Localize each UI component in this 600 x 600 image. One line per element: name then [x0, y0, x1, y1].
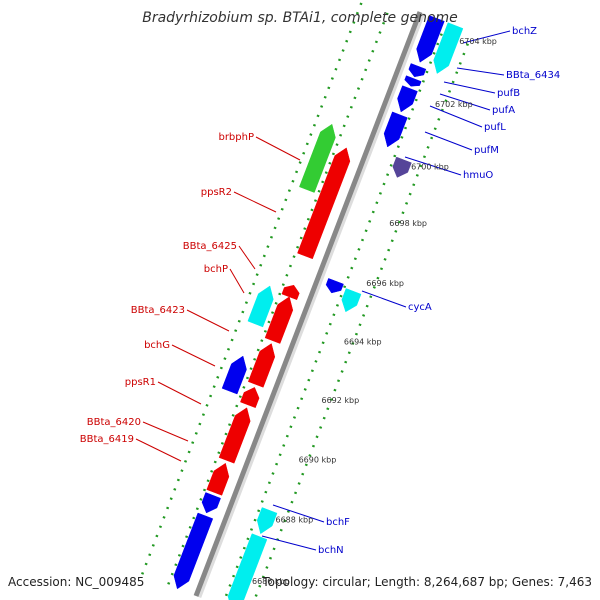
kbp-tick-label: 6694 kbp: [344, 338, 382, 347]
gene-arrow-ppsr1: [240, 387, 260, 409]
gene-label-bbta_6419: BBta_6419: [80, 434, 134, 445]
backbone-shadow: [198, 12, 426, 598]
gene-arrow-unlabeled-8: [341, 288, 362, 313]
gene-arrow-bbta_6425: [281, 284, 300, 301]
kbp-tick-label: 6702 kbp: [435, 100, 473, 109]
kbp-tick-label: 6686 kbp: [252, 577, 290, 586]
kbp-tick-label: 6688 kbp: [276, 516, 314, 525]
gene-arrow-unlabeled-22: [173, 512, 214, 590]
gene-arrow-pufm: [383, 111, 408, 148]
gene-arrow-bchf: [256, 507, 278, 535]
leader-line-bbta_6423: [186, 309, 230, 332]
gene-arrow-cyca: [325, 278, 344, 294]
gene-label-bchg: bchG: [144, 340, 170, 351]
gene-label-bchf: bchF: [326, 517, 350, 528]
gene-label-pufm: pufM: [474, 145, 499, 156]
leader-line-ppsr2: [233, 191, 277, 213]
leader-line-bbta_6419: [135, 438, 182, 462]
gene-arrow-pufl: [397, 85, 418, 113]
gene-arrow-pufb: [408, 63, 427, 78]
gene-features: [173, 15, 464, 600]
leader-line-brbphp: [255, 136, 301, 161]
gene-arrow-brbphp: [299, 123, 336, 193]
kbp-tick-label: 6698 kbp: [389, 219, 427, 228]
leader-line-cyca: [361, 290, 407, 308]
gene-arrow-pufa: [404, 75, 422, 87]
kbp-tick-label: 6704 kbp: [459, 37, 497, 46]
gene-arrow-unlabeled-17: [221, 355, 247, 395]
leader-line-bbta_6425: [238, 245, 256, 270]
kbp-tick-label: 6700 kbp: [411, 162, 449, 171]
map-title: Bradyrhizobium sp. BTAi1, complete genom…: [142, 10, 458, 26]
leader-line-bbta_6420: [142, 421, 189, 442]
gene-label-bchz: bchZ: [512, 26, 537, 37]
kbp-ticks: 6704 kbp 6702 kbp 6700 kbp 6698 kbp 6696 kbp…: [252, 37, 497, 586]
gene-arrow-hmuo: [392, 156, 412, 178]
gene-labels: bchZ BBta_6434 pufB pufA pufL pufM hmuO cycA bch…: [80, 26, 560, 556]
gene-arrow-bchg: [247, 343, 276, 388]
gene-label-bbta_6423: BBta_6423: [131, 305, 185, 316]
leader-line-pufb: [443, 81, 496, 94]
gene-label-cyca: cycA: [408, 302, 432, 313]
leader-line-pufa: [439, 93, 491, 111]
dotted-track-right-inner: [223, 33, 443, 600]
gene-arrow-bbta_6419: [206, 462, 230, 496]
gene-arrow-bbta_6420: [218, 407, 251, 464]
topology-text: Topology: circular; Length: 8,264,687 bp…: [261, 575, 592, 589]
gene-label-pufb: pufB: [497, 88, 520, 99]
gene-label-hmuo: hmuO: [463, 170, 493, 181]
leader-line-hmuo: [404, 156, 462, 176]
gene-label-ppsr2: ppsR2: [201, 187, 232, 198]
gene-arrow-bchz: [433, 22, 464, 74]
label-leader-lines: [135, 30, 511, 551]
leader-line-ppsr1: [157, 381, 202, 405]
leader-line-bbta_6434: [456, 67, 505, 76]
kbp-tick-label: 6696 kbp: [366, 279, 404, 288]
leader-line-bchf: [272, 504, 325, 523]
dotted-tracks: [140, 2, 469, 600]
leader-line-pufl: [429, 105, 483, 128]
accession-text: Accession: NC_009485: [8, 575, 144, 589]
gene-arrow-bbta_6423: [264, 296, 294, 344]
gene-label-bbta_6420: BBta_6420: [87, 417, 141, 428]
leader-line-bchg: [171, 344, 216, 367]
gene-arrow-unlabeled-21: [201, 492, 221, 514]
gene-label-pufl: pufL: [484, 122, 506, 133]
gene-label-bbta_6425: BBta_6425: [183, 241, 237, 252]
leader-line-pufm: [424, 131, 473, 151]
gene-arrow-bbta_6434: [416, 15, 445, 63]
gene-arrow-bchn: [227, 533, 268, 600]
leader-line-bchz: [462, 30, 511, 44]
leader-line-bchp: [229, 268, 245, 294]
gene-label-bbta_6434: BBta_6434: [506, 70, 560, 81]
kbp-tick-label: 6690 kbp: [299, 456, 337, 465]
gene-label-pufa: pufA: [492, 105, 515, 116]
genome-backbone: [193, 11, 426, 598]
gene-label-bchn: bchN: [318, 545, 344, 556]
gene-label-ppsr1: ppsR1: [125, 377, 156, 388]
gene-label-brbphp: brbphP: [218, 132, 254, 143]
backbone-line: [193, 11, 423, 597]
gene-arrow-bchp: [247, 285, 274, 328]
kbp-tick-label: 6692 kbp: [322, 396, 360, 405]
dotted-track-left-inner: [166, 12, 389, 586]
leader-line-bchn: [261, 535, 317, 551]
dotted-track-left-outer: [140, 2, 363, 576]
gene-arrow-ppsr2: [297, 147, 351, 260]
dotted-track-right-outer: [253, 43, 469, 600]
gene-label-bchp: bchP: [204, 264, 228, 275]
